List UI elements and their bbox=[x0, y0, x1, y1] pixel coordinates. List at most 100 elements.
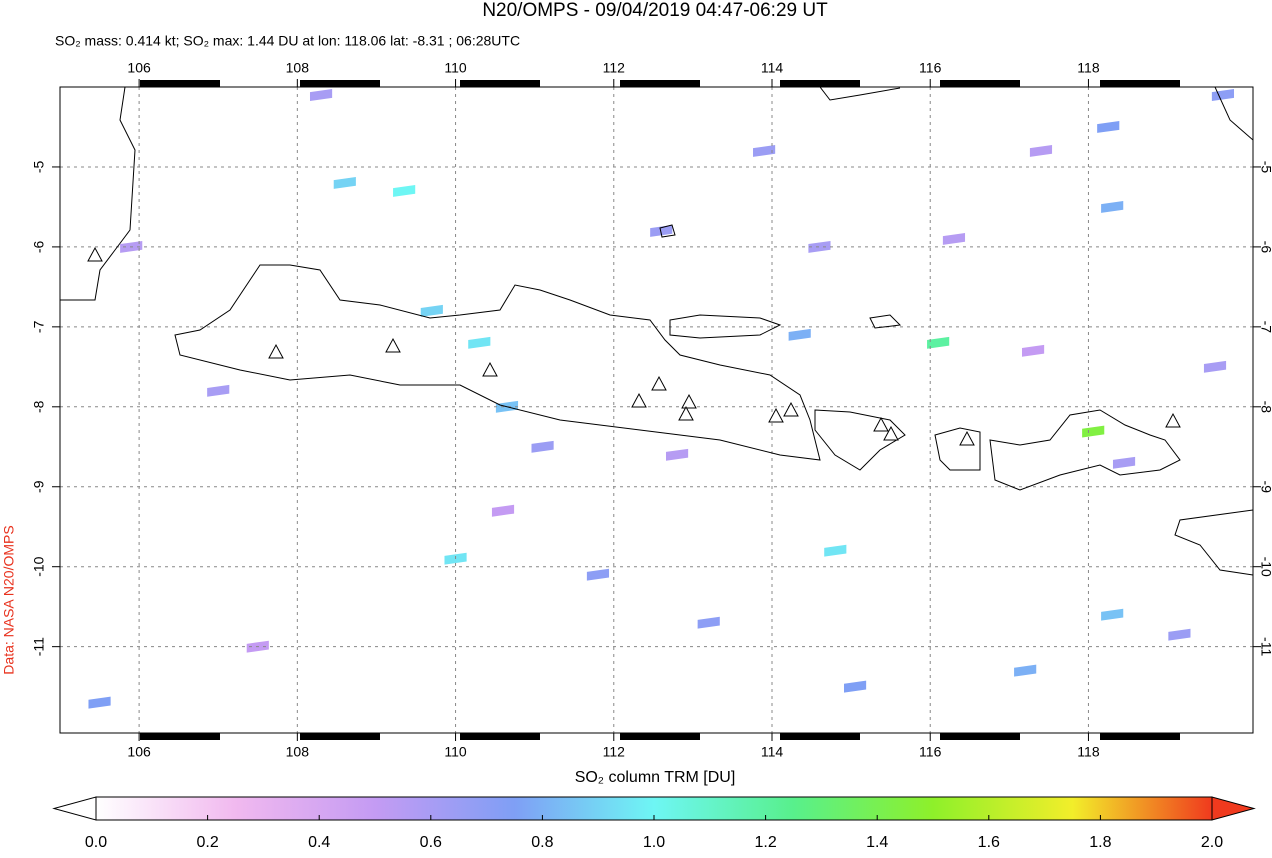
coast-borneo bbox=[819, 87, 901, 101]
so2-pixel bbox=[665, 448, 689, 461]
x-tick-label: 110 bbox=[444, 60, 467, 76]
colorbar-tick-label: 0.0 bbox=[85, 834, 107, 851]
so2-pixel bbox=[309, 89, 333, 101]
volcano bbox=[681, 393, 697, 409]
frame-band bbox=[620, 733, 700, 740]
frame-band bbox=[460, 733, 540, 740]
y-tick-label: -10 bbox=[31, 556, 47, 576]
colorbar-tick-label: 1.0 bbox=[643, 834, 665, 851]
source-credit: Data: NASA N20/OMPS bbox=[1, 525, 17, 674]
frame-band bbox=[140, 733, 220, 740]
frame-band bbox=[780, 80, 860, 87]
y-tick-label: -9 bbox=[1258, 481, 1272, 494]
frame-band bbox=[460, 80, 540, 87]
so2-pixel bbox=[1211, 89, 1235, 101]
so2-pixel bbox=[1014, 664, 1037, 677]
so2-pixel bbox=[927, 336, 950, 349]
so2-pixel bbox=[1101, 200, 1124, 213]
pixel-layer bbox=[88, 89, 1235, 709]
coast-sumbawa bbox=[989, 409, 1181, 491]
x-tick-label: 106 bbox=[127, 60, 151, 76]
colorbar-label: SO₂ column TRM [DU] bbox=[575, 769, 736, 786]
chart-title: N20/OMPS - 09/04/2019 04:47-06:29 UT bbox=[482, 0, 828, 21]
colorbar-tick-label: 1.8 bbox=[1089, 834, 1111, 851]
axes: 106 106 108 108 110 110 112 112 114 114 116 116 118 1… bbox=[31, 60, 1272, 760]
volcano bbox=[87, 246, 103, 262]
colorbar-tick-label: 0.6 bbox=[420, 834, 442, 851]
colorbar-tick-label: 0.4 bbox=[308, 834, 330, 851]
y-tick-label: -11 bbox=[1258, 637, 1272, 656]
frame-band bbox=[300, 733, 380, 740]
plot-frame bbox=[59, 86, 1254, 734]
y-tick-label: -11 bbox=[31, 637, 47, 656]
volcano bbox=[268, 343, 284, 359]
so2-pixel bbox=[1101, 608, 1124, 621]
frame-band bbox=[1100, 733, 1180, 740]
so2-pixel bbox=[1168, 628, 1191, 641]
colorbar-tick-label: 0.2 bbox=[196, 834, 218, 851]
x-tick-label: 108 bbox=[286, 744, 310, 760]
colorbar-tick-label: 1.2 bbox=[754, 834, 776, 851]
frame-band bbox=[940, 733, 1020, 740]
y-tick-label: -10 bbox=[1258, 557, 1272, 577]
so2-pixel bbox=[468, 336, 491, 349]
y-tick-label: -6 bbox=[31, 240, 47, 253]
coast-bawean bbox=[659, 224, 676, 238]
frame-band bbox=[620, 80, 700, 87]
coast-bali bbox=[814, 409, 906, 471]
so2-pixel bbox=[1112, 456, 1136, 469]
colorbar-tick-label: 0.8 bbox=[531, 834, 553, 851]
x-tick-label: 116 bbox=[919, 60, 942, 76]
so2-pixel bbox=[843, 680, 867, 693]
x-tick-label: 110 bbox=[444, 744, 467, 760]
so2-pixel bbox=[531, 440, 554, 453]
so2-pixel bbox=[1029, 145, 1053, 157]
so2-pixel bbox=[697, 616, 720, 629]
so2-pixel bbox=[333, 176, 356, 189]
volcano-layer bbox=[87, 246, 1181, 446]
x-tick-label: 114 bbox=[761, 60, 784, 76]
so2-pixel bbox=[1097, 121, 1120, 133]
coast-madura bbox=[669, 314, 782, 339]
so2-pixel bbox=[650, 224, 673, 237]
so2-pixel bbox=[753, 145, 776, 157]
y-tick-label: -5 bbox=[1258, 161, 1272, 174]
y-tick-label: -8 bbox=[31, 400, 47, 413]
frame-band bbox=[780, 733, 860, 740]
so2-pixel bbox=[1082, 425, 1105, 438]
frame-band bbox=[1100, 80, 1180, 87]
so2-pixel bbox=[393, 184, 416, 197]
so2-pixel bbox=[942, 232, 966, 245]
volcano bbox=[678, 405, 694, 421]
y-tick-label: -5 bbox=[31, 161, 47, 174]
so2-pixel bbox=[808, 240, 831, 253]
volcano bbox=[1165, 412, 1181, 428]
so2-pixel bbox=[420, 304, 443, 317]
y-tick-label: -6 bbox=[1258, 241, 1272, 254]
x-tick-label: 116 bbox=[919, 744, 942, 760]
colorbar-tick-label: 1.4 bbox=[866, 834, 888, 851]
so2-pixel bbox=[207, 384, 230, 397]
colorbar-over bbox=[1211, 796, 1256, 821]
so2-pixel bbox=[586, 568, 610, 581]
x-tick-label: 118 bbox=[1077, 60, 1100, 76]
y-tick-label: -9 bbox=[31, 480, 47, 493]
grid-layer bbox=[60, 87, 1253, 733]
frame-band bbox=[300, 80, 380, 87]
y-tick-label: -8 bbox=[1258, 401, 1272, 414]
x-tick-label: 118 bbox=[1077, 744, 1100, 760]
colorbar-under bbox=[52, 796, 97, 821]
coast-sumatra bbox=[60, 87, 136, 301]
x-tick-label: 112 bbox=[603, 744, 626, 760]
volcano bbox=[783, 401, 799, 417]
x-tick-label: 108 bbox=[286, 60, 310, 76]
colorbar: 0.0 0.2 0.4 0.6 0.8 1.0 1.2 1.4 1.6 1.8 2.0 bbox=[52, 796, 1256, 851]
so2-pixel bbox=[1021, 344, 1045, 357]
coastlines bbox=[60, 87, 1253, 576]
volcano bbox=[768, 407, 784, 423]
so2-pixel bbox=[1203, 360, 1227, 373]
coast-java bbox=[174, 264, 821, 461]
coast-lombok bbox=[934, 427, 981, 471]
so2-pixel bbox=[788, 328, 811, 341]
volcano bbox=[385, 337, 401, 353]
